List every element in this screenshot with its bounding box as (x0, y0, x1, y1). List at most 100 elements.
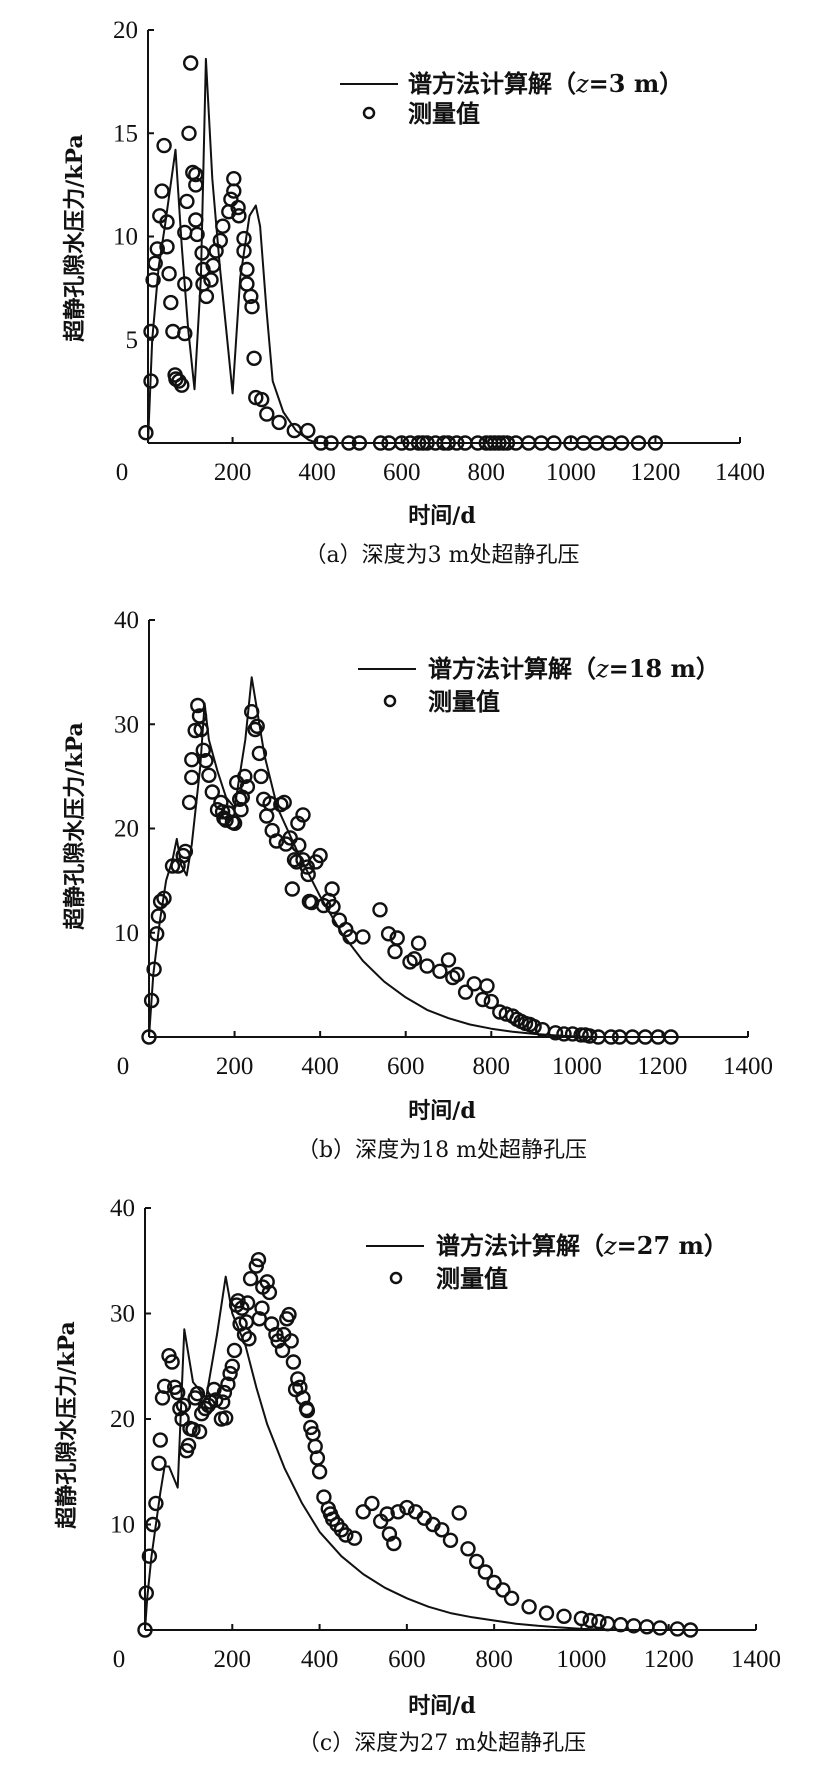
measured-point (281, 1306, 297, 1323)
measured-point (230, 1293, 246, 1309)
measured-point (323, 435, 339, 451)
measured-point (325, 899, 341, 915)
measured-point (194, 245, 210, 261)
legend-line-label-b: 谱方法计算解（z=18 m） (428, 654, 720, 683)
measured-point (460, 1541, 476, 1557)
measured-point (205, 257, 221, 274)
measured-point (259, 406, 275, 422)
measured-point (591, 1613, 607, 1630)
x-axis-title-c: 时间/d (408, 1693, 475, 1719)
x-tick-label: 1000 (546, 459, 596, 486)
measured-point (440, 952, 457, 968)
measured-point (582, 1612, 598, 1629)
measured-point (503, 1590, 520, 1607)
measured-point (254, 1300, 270, 1316)
measured-point (295, 807, 311, 823)
measured-point (573, 1027, 589, 1043)
measured-point (341, 435, 357, 451)
measured-points-a (138, 55, 664, 451)
measured-point (146, 961, 162, 977)
y-tick-label: 10 (110, 1512, 135, 1539)
measured-point (432, 963, 448, 979)
measured-point (177, 276, 193, 292)
measured-point (224, 1358, 241, 1375)
measured-point (223, 191, 239, 208)
measured-point (169, 1384, 186, 1401)
measured-point (236, 230, 252, 247)
measured-point (242, 1270, 259, 1287)
model-curve (148, 676, 706, 1038)
measured-point (138, 425, 154, 441)
model-line-b (148, 676, 706, 1038)
measured-point (285, 1354, 302, 1370)
measured-point (440, 435, 456, 451)
x-tick-label: 1200 (630, 459, 680, 486)
measured-point (222, 1365, 238, 1382)
legend-marker-swatch-b (383, 694, 397, 708)
measured-point (156, 890, 172, 906)
measured-point (251, 745, 268, 762)
measured-point (386, 1535, 402, 1552)
y-tick-label: 5 (126, 327, 139, 354)
measured-point (198, 288, 215, 305)
measured-point (218, 812, 234, 828)
y-axis-title-a: 超静孔隙水压力/kPa (62, 134, 88, 342)
measured-point (526, 1018, 542, 1035)
measured-point (249, 718, 265, 734)
measured-point (198, 753, 214, 769)
legend-marker-swatch-a (362, 106, 376, 120)
legend-marker-label-a: 测量值 (408, 99, 480, 128)
measured-point (215, 218, 231, 234)
measured-point (556, 1608, 572, 1625)
measured-point (152, 1432, 169, 1448)
measured-point (204, 784, 221, 800)
measured-point (145, 1516, 161, 1533)
y-tick-labels-c: 10 20 30 40 (110, 1195, 135, 1539)
measured-point (599, 1615, 616, 1632)
measured-point (682, 1622, 699, 1638)
measured-point (250, 1251, 267, 1268)
measured-point (172, 1400, 188, 1417)
x-tick-label: 1000 (552, 1053, 602, 1080)
measured-point (243, 704, 260, 720)
x-axis-title-b: 时间/d (408, 1098, 475, 1124)
measured-point (380, 926, 397, 942)
measured-point (230, 199, 246, 216)
measured-point (214, 804, 231, 820)
y-tick-label: 40 (110, 1195, 135, 1222)
measured-point (188, 177, 204, 193)
measured-point (206, 1381, 222, 1398)
measured-point (151, 1455, 167, 1472)
x-tick-label: 800 (473, 1053, 511, 1080)
measured-point (284, 881, 300, 897)
measured-point (193, 721, 209, 738)
measured-point (311, 1464, 328, 1480)
measured-point (246, 350, 262, 366)
legend-marker-label-c: 测量值 (436, 1264, 508, 1293)
measured-point (185, 1421, 201, 1438)
measured-point (300, 866, 316, 883)
measured-point (137, 1622, 153, 1638)
measured-point (547, 1025, 564, 1041)
y-tick-labels-b: 10 20 30 40 (114, 607, 139, 947)
measured-point (449, 966, 465, 983)
measured-point (180, 1437, 197, 1454)
measured-point (451, 1505, 467, 1521)
measured-point (148, 1495, 164, 1512)
legend-line-label-a: 谱方法计算解（z=3 m） (408, 69, 683, 98)
measured-point (387, 943, 403, 960)
measured-point (188, 212, 204, 228)
measured-point (663, 1029, 679, 1045)
measured-point (419, 435, 435, 451)
measured-point (161, 266, 177, 282)
x-tick-label: 400 (301, 1053, 339, 1080)
measured-point (291, 837, 307, 853)
measured-point (259, 808, 275, 824)
measured-point (410, 935, 427, 951)
measured-point (188, 166, 204, 183)
x-tick-labels-b: 0 200 400 600 800 1000 1200 1400 (117, 1053, 773, 1080)
measured-point (351, 435, 368, 451)
measured-point (379, 1506, 395, 1522)
measured-point (556, 1026, 572, 1042)
